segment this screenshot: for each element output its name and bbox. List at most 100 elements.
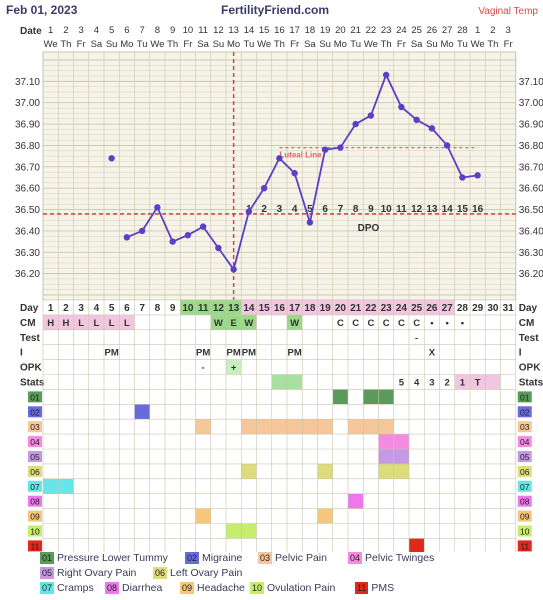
date-label: 18 [305, 25, 316, 36]
date-label: 14 [244, 25, 255, 36]
row-label-right: Stats [519, 378, 543, 389]
day-number: 22 [365, 303, 377, 314]
day-highlight [271, 300, 287, 315]
symptom-code-box [28, 436, 42, 448]
legend-item: 01 Pressure Lower Tummy [40, 552, 168, 564]
legend-code: 06 [153, 567, 168, 579]
date-label: 11 [198, 25, 208, 36]
legend-name: Migraine [202, 552, 243, 564]
symptom-code: 06 [30, 467, 40, 477]
legend-code: 03 [258, 552, 273, 564]
cell-highlight [43, 314, 59, 330]
dpo-number: 15 [457, 204, 469, 215]
weekday-label: We [471, 39, 485, 50]
symptom-code: 10 [30, 527, 40, 537]
day-number: 16 [274, 303, 286, 314]
day-number: 17 [289, 303, 301, 314]
cell-value: 5 [399, 378, 405, 389]
date-label: 1 [475, 25, 480, 36]
legend-name: Cramps [57, 582, 94, 594]
temp-point [245, 208, 253, 215]
ytick-right: 36.70 [519, 162, 543, 173]
cell-value: C [352, 318, 359, 329]
date-label: 9 [170, 25, 175, 36]
legend-name: Diarrhea [122, 582, 163, 594]
legend-item: 07 Cramps [40, 582, 94, 594]
day-number: 26 [426, 303, 438, 314]
date-label: 24 [396, 25, 407, 36]
day-number: 9 [170, 303, 176, 314]
day-number: 23 [381, 303, 393, 314]
day-number: 21 [350, 303, 362, 314]
temp-point [398, 103, 405, 111]
symptom-code-right: 01 [520, 392, 530, 402]
day-highlight [363, 300, 379, 315]
day-highlight [180, 300, 196, 315]
weekday-label: We [44, 39, 58, 50]
day-highlight [210, 300, 226, 315]
day-number: 10 [182, 303, 194, 314]
temp-point [443, 142, 451, 149]
ytick-left: 36.20 [15, 269, 40, 280]
cell-value: C [398, 318, 405, 329]
cell-highlight [73, 314, 89, 330]
date-label: 8 [155, 25, 160, 36]
temp-point [337, 144, 344, 151]
ytick-right: 36.50 [519, 205, 543, 216]
symptom-code-right: 08 [520, 497, 530, 507]
symptom-code-right: 02 [520, 407, 530, 417]
symptom-code-box [28, 406, 42, 418]
date-label: 13 [228, 25, 239, 36]
legend-code: 09 [180, 582, 195, 594]
symptom-code-box [28, 480, 42, 492]
symptom-cell [43, 478, 59, 494]
symptom-cell [195, 419, 211, 435]
ytick-left: 36.60 [15, 184, 40, 195]
cell-value: W [290, 318, 299, 329]
cell-value: • [445, 318, 449, 329]
cell-value: - [202, 363, 205, 374]
legend-code: 11 [355, 582, 369, 594]
date-label: 27 [442, 25, 453, 36]
legend-name: Headache [197, 582, 245, 594]
symptom-code-box [28, 510, 42, 522]
cell-highlight [241, 314, 257, 330]
symptom-cell [271, 419, 287, 435]
date-label: 12 [213, 25, 224, 36]
row-label-right: CM [519, 318, 535, 329]
cell-value: C [337, 318, 344, 329]
day-number: 11 [198, 303, 209, 314]
dpo-number: 16 [472, 204, 484, 215]
ytick-right: 36.20 [519, 269, 543, 280]
weekday-label: Th [274, 39, 285, 50]
legend-code: 01 [40, 552, 55, 564]
dpo-number: 5 [307, 204, 313, 215]
symptom-cell [393, 463, 409, 479]
weekday-label: Tu [350, 39, 361, 50]
day-highlight [317, 300, 333, 315]
temp-point [428, 125, 436, 132]
temp-point [459, 174, 466, 181]
weekday-label: Su [213, 39, 225, 50]
temp-point [138, 227, 146, 235]
symptom-code-right: 10 [520, 527, 530, 537]
date-label: 17 [289, 25, 300, 36]
cell-highlight [210, 314, 226, 330]
date-row-label: Date [20, 26, 42, 37]
row-label-day: Day [20, 303, 39, 314]
weekday-label: Th [487, 39, 498, 50]
ytick-right: 36.80 [519, 141, 543, 152]
legend-item: 05 Right Ovary Pain [40, 567, 136, 579]
legend-name: Right Ovary Pain [57, 567, 137, 579]
symptom-cell [332, 389, 348, 405]
date-label: 1 [48, 25, 53, 36]
date-label: 25 [411, 25, 422, 36]
date-label: 7 [139, 25, 144, 36]
date-label: 2 [63, 25, 68, 36]
legend-row: 07 Cramps 08 Diarrhea 09 Headache 10 Ovulation … [40, 582, 540, 597]
row-label: OPK [20, 363, 42, 374]
symptom-cell [393, 434, 409, 449]
day-number: 6 [124, 303, 130, 314]
symptom-code-right: 04 [520, 437, 530, 447]
stats-highlight [485, 374, 501, 390]
